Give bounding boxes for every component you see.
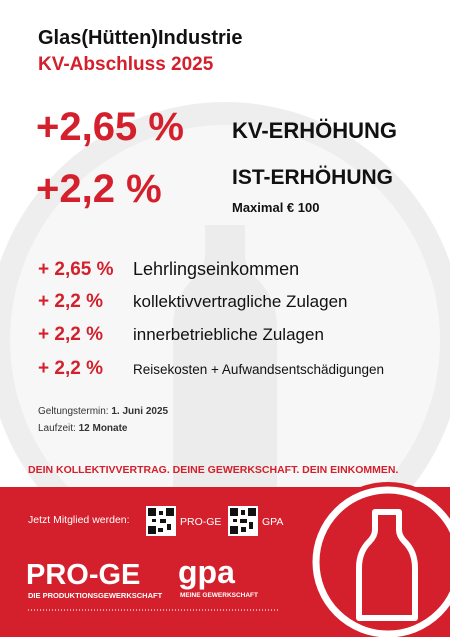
footer-ring (312, 486, 450, 637)
subtitle: KV-Abschluss 2025 (38, 54, 214, 75)
term-value: 12 Monate (79, 423, 128, 434)
logo-tagline: DIE PRODUKTIONSGEWERKSCHAFT (28, 591, 163, 600)
highlight-note: Maximal € 100 (232, 200, 319, 215)
item-label: kollektivvertragliche Zulagen (133, 292, 348, 311)
term-value: 1. Juni 2025 (111, 406, 168, 417)
highlight-label: KV-ERHÖHUNG (232, 118, 397, 143)
item-percent: + 2,2 % (38, 324, 103, 345)
item-label: Reisekosten + Aufwandsentschädigungen (133, 362, 384, 377)
qr-code (146, 506, 176, 536)
logo: PRO-GE (26, 559, 140, 591)
logo-tagline: MEINE GEWERKSCHAFT (180, 592, 258, 599)
qr-label: PRO-GE (180, 516, 221, 528)
slogan: DEIN KOLLEKTIVVERTRAG. DEINE GEWERKSCHAF… (28, 464, 399, 476)
term: Geltungstermin: 1. Juni 2025 (38, 406, 169, 417)
item-label: Lehrlingseinkommen (133, 259, 299, 279)
footer-bottle (356, 509, 418, 621)
term-label: Geltungstermin: (38, 406, 109, 417)
qr-code (228, 506, 258, 536)
highlight-percent: +2,65 % (36, 105, 184, 149)
term: Laufzeit: 12 Monate (38, 423, 128, 434)
item-percent: + 2,2 % (38, 291, 103, 312)
join-text: Jetzt Mitglied werden: (28, 514, 130, 526)
highlight-label: IST-ERHÖHUNG (232, 166, 393, 189)
item-percent: + 2,65 % (38, 259, 114, 280)
bg-bottle (173, 225, 277, 497)
term-label: Laufzeit: (38, 423, 76, 434)
qr-label: GPA (262, 516, 283, 528)
title: Glas(Hütten)Industrie (38, 27, 242, 49)
item-label: innerbetriebliche Zulagen (133, 325, 324, 344)
logo: gpa (178, 554, 235, 590)
item-percent: + 2,2 % (38, 358, 103, 379)
highlight-percent: +2,2 % (36, 167, 162, 211)
